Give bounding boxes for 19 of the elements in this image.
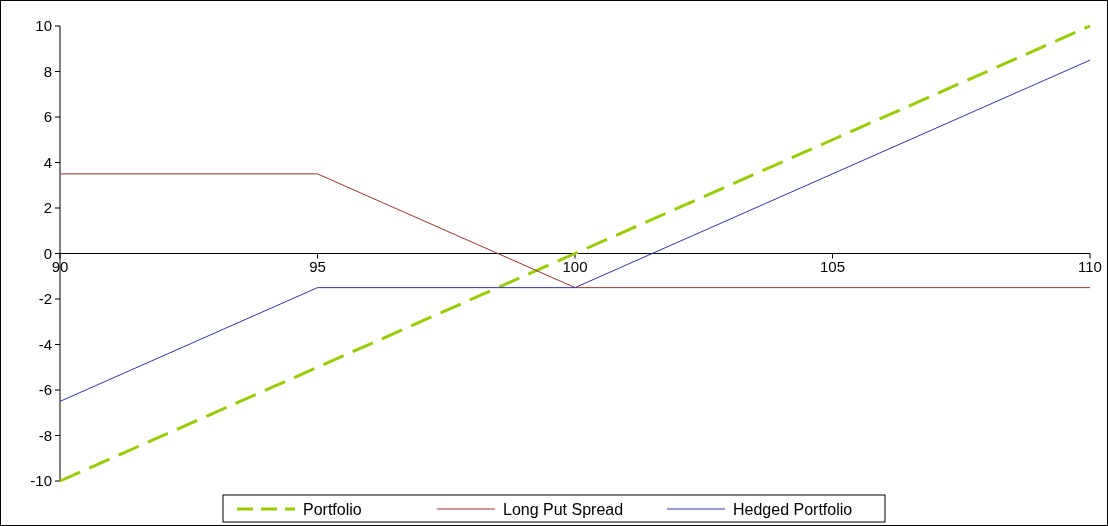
y-tick-label: 6 <box>43 108 52 126</box>
legend-label: Long Put Spread <box>503 500 624 518</box>
y-tick-label: -8 <box>38 426 52 444</box>
y-tick-label: -4 <box>38 335 52 353</box>
legend-label: Portfolio <box>303 500 362 518</box>
x-tick-label: 105 <box>819 257 846 275</box>
x-tick-label: 110 <box>1078 257 1102 275</box>
y-tick-label: 0 <box>43 244 52 262</box>
y-tick-label: -6 <box>38 381 52 399</box>
y-tick-label: 8 <box>43 62 52 80</box>
legend-label: Hedged Portfolio <box>733 500 853 518</box>
x-tick-label: 100 <box>562 257 588 275</box>
y-tick-label: -10 <box>30 472 52 490</box>
y-tick-label: -2 <box>38 290 52 308</box>
y-tick-label: 10 <box>35 17 52 35</box>
x-tick-label: 95 <box>309 257 326 275</box>
y-tick-label: 4 <box>43 153 52 171</box>
x-tick-label: 90 <box>51 257 69 275</box>
y-tick-label: 2 <box>43 199 52 217</box>
